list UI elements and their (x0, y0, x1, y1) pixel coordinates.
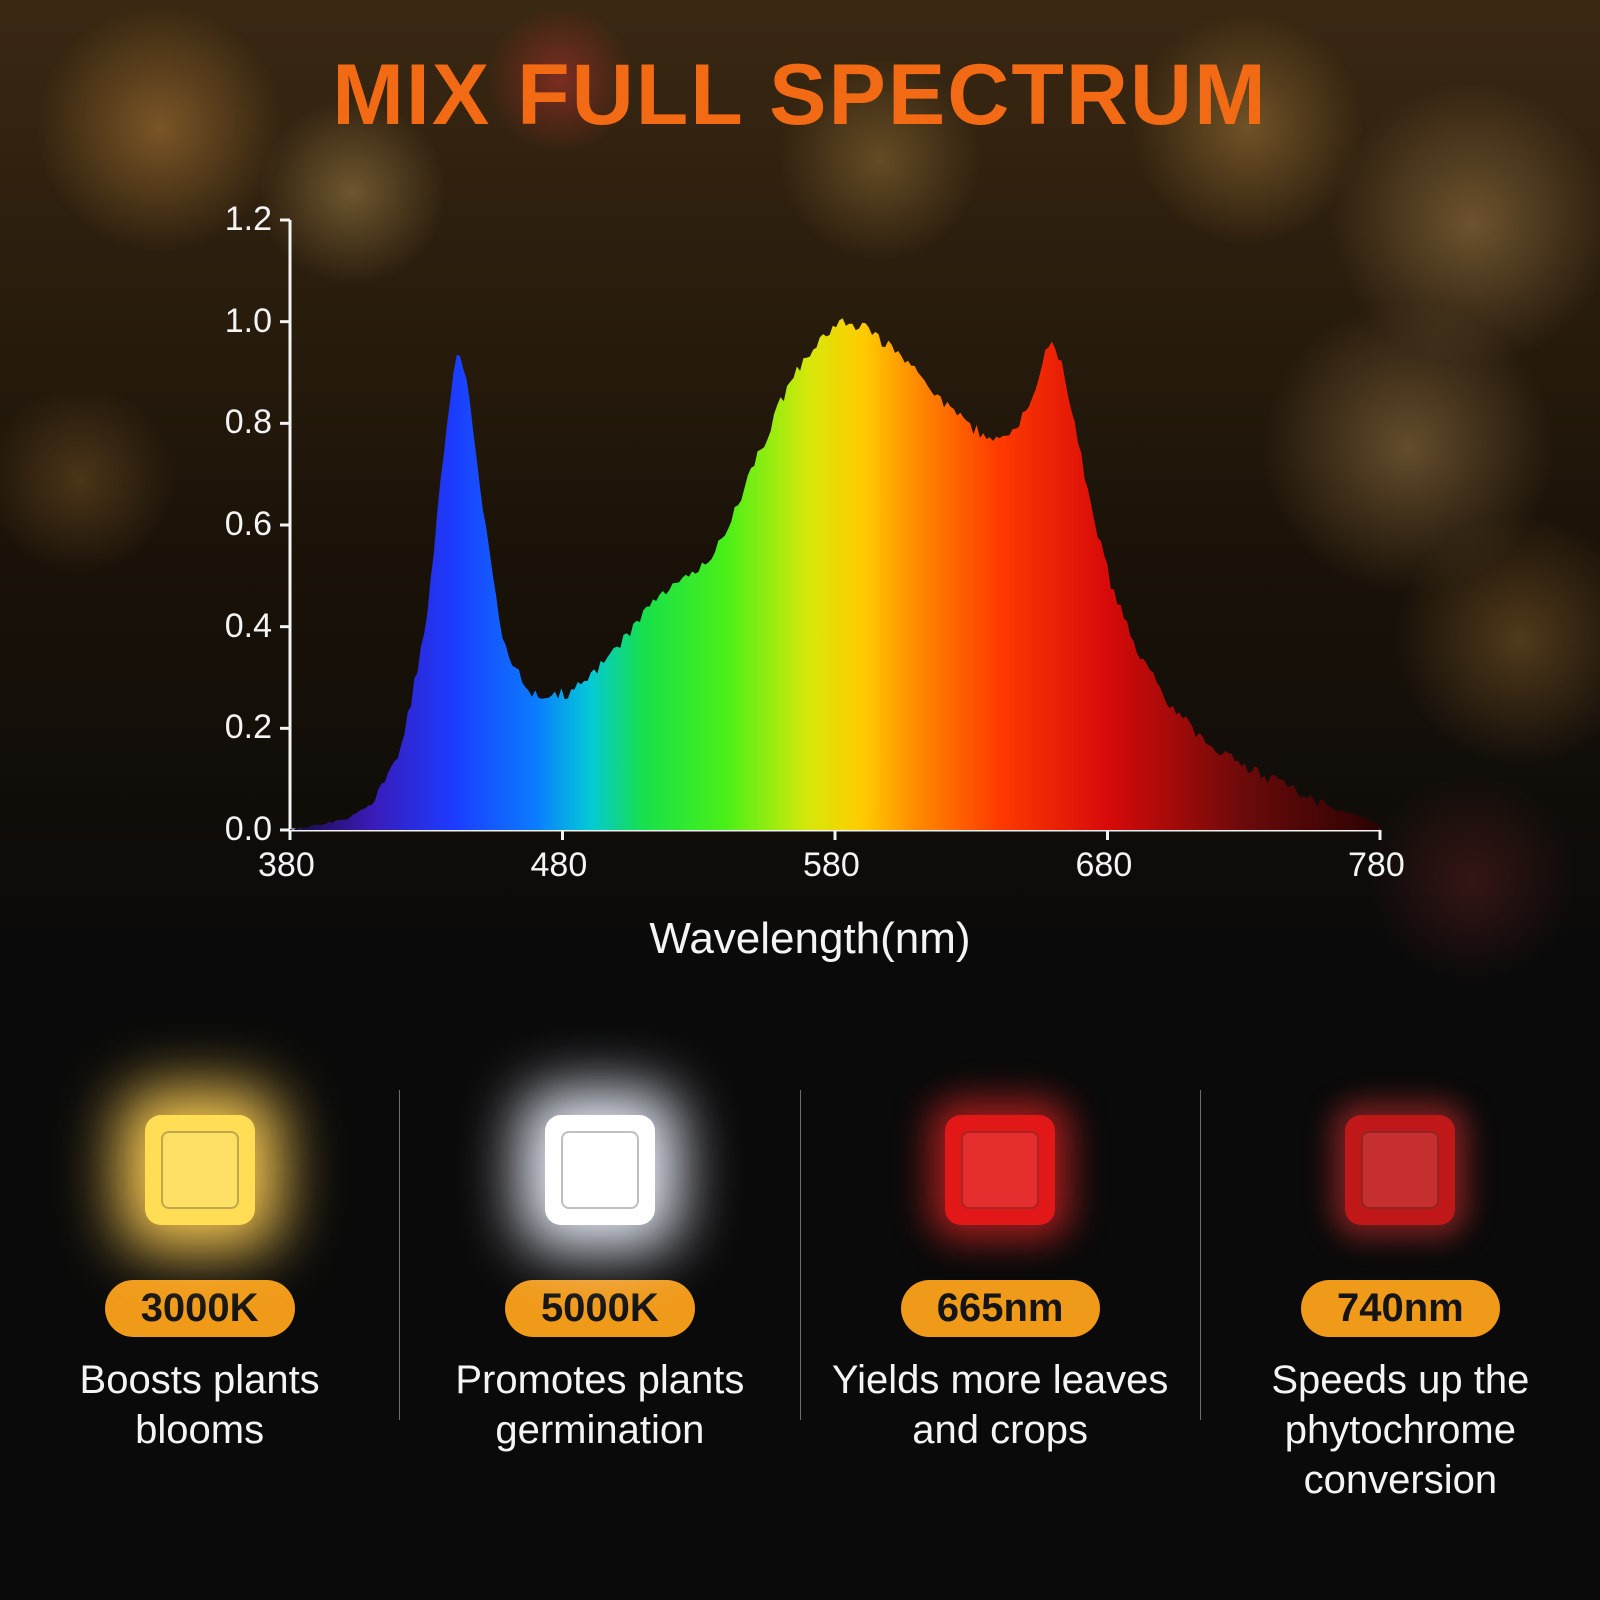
separator (1200, 1090, 1201, 1420)
led-cell: 3000K Boosts plants blooms (25, 1070, 375, 1455)
led-description: Promotes plants germination (425, 1355, 775, 1455)
led-description: Yields more leaves and crops (825, 1355, 1175, 1455)
separator (800, 1090, 801, 1420)
led-label-badge: 3000K (105, 1280, 295, 1337)
y-tick-label: 0.8 (225, 403, 272, 442)
led-label-badge: 5000K (505, 1280, 695, 1337)
led-description: Boosts plants blooms (25, 1355, 375, 1455)
separator (399, 1090, 400, 1420)
led-chip-icon (1345, 1115, 1455, 1225)
x-tick-label: 680 (1076, 846, 1133, 885)
page-title: MIX FULL SPECTRUM (0, 46, 1600, 145)
led-cell: 665nm Yields more leaves and crops (825, 1070, 1175, 1455)
x-axis-label: Wavelength(nm) (210, 914, 1410, 964)
x-tick-label: 480 (531, 846, 588, 885)
led-row: 3000K Boosts plants blooms 5000K Promotes p… (0, 1070, 1600, 1590)
x-tick-label: 380 (258, 846, 315, 885)
y-tick-label: 0.6 (225, 505, 272, 544)
x-tick-label: 780 (1348, 846, 1405, 885)
spectrum-chart: Wavelength(nm) 0.00.20.40.60.81.01.2 380… (210, 200, 1410, 960)
led-cell: 740nm Speeds up the phytochrome conversio… (1225, 1070, 1575, 1505)
infographic-root: MIX FULL SPECTRUM Wavelength(nm) 0.0 0.2 0… (0, 0, 1600, 1600)
led-cell: 5000K Promotes plants germination (425, 1070, 775, 1455)
led-chip-icon (545, 1115, 655, 1225)
led-label-badge: 665nm (901, 1280, 1100, 1337)
y-tick-label: 1.2 (225, 200, 272, 239)
x-tick-label: 580 (803, 846, 860, 885)
y-tick-label: 1.0 (225, 302, 272, 341)
spectrum-svg (210, 200, 1410, 900)
led-chip-icon (945, 1115, 1055, 1225)
led-description: Speeds up the phytochrome conversion (1225, 1355, 1575, 1505)
y-tick-label: 0.0 (225, 810, 272, 849)
led-chip-icon (145, 1115, 255, 1225)
y-tick-label: 0.4 (225, 607, 272, 646)
y-tick-label: 0.2 (225, 708, 272, 747)
led-label-badge: 740nm (1301, 1280, 1500, 1337)
